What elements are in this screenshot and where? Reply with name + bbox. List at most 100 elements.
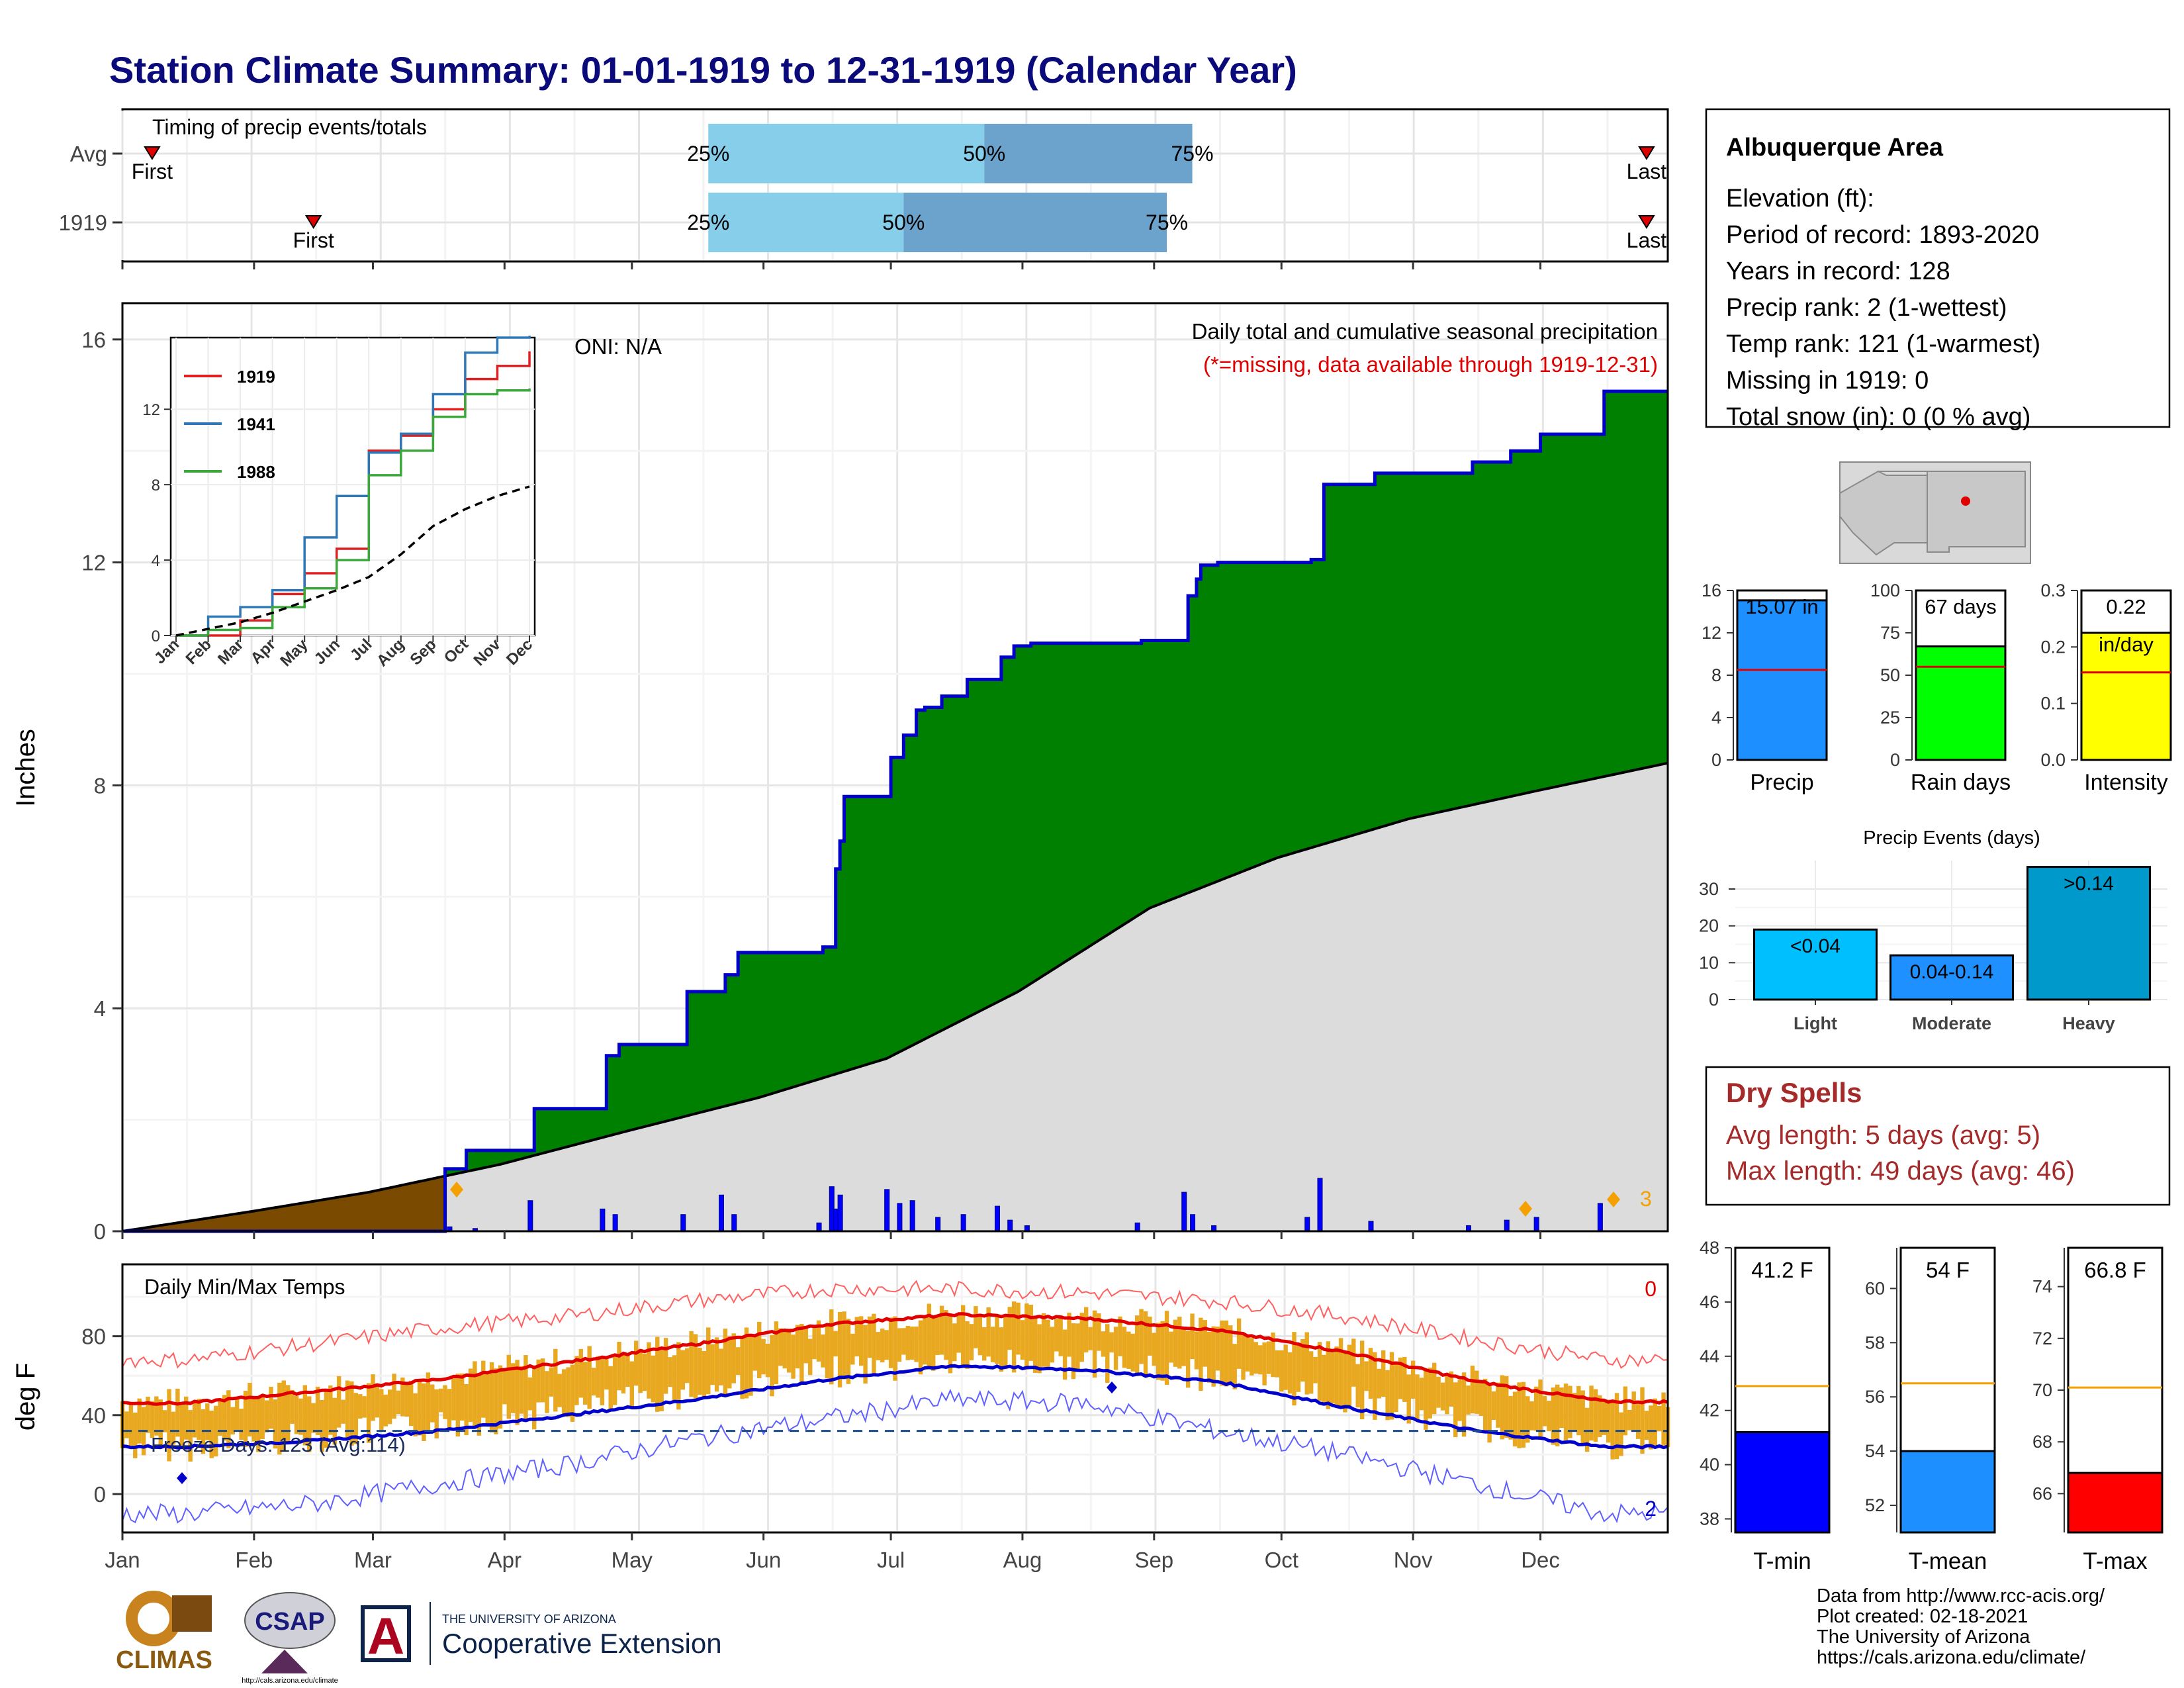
daily-temp-bar bbox=[1525, 1396, 1530, 1443]
daily-temp-bar bbox=[1050, 1327, 1055, 1363]
daily-temp-bar bbox=[1330, 1352, 1335, 1403]
inset-ytick: 12 bbox=[142, 401, 160, 419]
daily-temp-bar bbox=[952, 1323, 957, 1362]
events-bar-light bbox=[1753, 928, 1878, 1001]
daily-temp-bar bbox=[1037, 1324, 1042, 1374]
events-ytick: 30 bbox=[1699, 879, 1719, 899]
daily-temp-bar bbox=[752, 1335, 758, 1371]
daily-temp-bar bbox=[1533, 1386, 1539, 1431]
daily-temp-bar bbox=[1373, 1352, 1377, 1420]
mini-bar-unit: in/day bbox=[2099, 633, 2154, 656]
daily-temp-bar bbox=[324, 1389, 329, 1448]
daily-temp-bar bbox=[1627, 1409, 1632, 1430]
precip-ytick: 12 bbox=[81, 551, 106, 575]
daily-temp-bar bbox=[1512, 1391, 1518, 1447]
daily-temp-bar bbox=[451, 1377, 456, 1421]
daily-precip-bar bbox=[731, 1214, 737, 1232]
daily-temp-bar bbox=[248, 1383, 252, 1436]
month-axis: Jan Feb Mar Apr May Jun Jul Aug Sep Oct Nov Dec bbox=[105, 1532, 1560, 1572]
daily-temp-bar bbox=[774, 1321, 779, 1385]
record-low-marker bbox=[177, 1472, 187, 1484]
daily-temp-bar bbox=[842, 1311, 846, 1380]
daily-temp-bar bbox=[1568, 1385, 1572, 1438]
daily-temp-bar bbox=[642, 1353, 647, 1391]
daily-precip-bar bbox=[1597, 1203, 1603, 1232]
daily-temp-bar bbox=[727, 1336, 732, 1389]
daily-temp-bar bbox=[1449, 1371, 1454, 1407]
info-frame bbox=[1705, 108, 2171, 428]
arizona-shape bbox=[1839, 470, 1928, 556]
daily-temp-bar bbox=[999, 1327, 1004, 1372]
ua-small-text: THE UNIVERSITY OF ARIZONA bbox=[442, 1613, 616, 1626]
mini-bar-name: Rain days bbox=[1911, 770, 2011, 795]
daily-temp-bar bbox=[1109, 1332, 1114, 1353]
precip-ytick: 0 bbox=[94, 1219, 106, 1244]
info-line: Temp rank: 121 (1-warmest) bbox=[1726, 330, 2040, 358]
daily-temp-bar bbox=[409, 1380, 414, 1427]
daily-temp-bar bbox=[353, 1393, 359, 1444]
daily-temp-bar bbox=[931, 1318, 936, 1371]
daily-temp-bar bbox=[612, 1354, 617, 1405]
daily-temp-bar bbox=[1271, 1333, 1275, 1378]
mini-bar-ytick: 0.3 bbox=[2040, 581, 2066, 600]
temp-bar-value: 66.8 F bbox=[2084, 1258, 2146, 1282]
daily-temp-bar bbox=[884, 1330, 889, 1360]
daily-temp-bar bbox=[825, 1324, 830, 1379]
ua-big-text: Cooperative Extension bbox=[442, 1628, 722, 1659]
daily-temp-bar bbox=[277, 1382, 282, 1455]
daily-temp-bar bbox=[1088, 1327, 1093, 1350]
daily-temp-bar bbox=[1113, 1327, 1118, 1370]
daily-temp-bar bbox=[188, 1410, 193, 1462]
daily-temp-bar bbox=[778, 1328, 783, 1366]
footer: CLIMAS CSAP http://cals.arizona.edu/clim… bbox=[116, 1585, 2105, 1685]
daily-temp-bar bbox=[459, 1373, 465, 1421]
daily-temp-bar bbox=[269, 1386, 273, 1429]
inset-ytick: 0 bbox=[152, 628, 160, 645]
info-line: Total snow (in): 0 (0 % avg) bbox=[1726, 403, 2030, 431]
daily-temp-bar bbox=[332, 1397, 337, 1445]
temp-bar-ytick: 46 bbox=[1700, 1292, 1719, 1312]
precip-ytick: 4 bbox=[94, 996, 106, 1021]
daily-temp-bar bbox=[341, 1399, 345, 1424]
daily-temp-bar bbox=[1134, 1315, 1140, 1376]
daily-temp-bar bbox=[1071, 1323, 1076, 1380]
freeze-days: Freeze Days: 123 (Avg:114) bbox=[151, 1433, 406, 1456]
daily-temp-bar bbox=[1343, 1352, 1347, 1413]
daily-temp-bar bbox=[1046, 1319, 1050, 1368]
daily-temp-bar bbox=[315, 1386, 320, 1435]
month-label: Oct bbox=[1265, 1548, 1298, 1572]
info-line: Elevation (ft): bbox=[1726, 185, 1874, 212]
inset-legend-label: 1919 bbox=[237, 367, 275, 387]
daily-temp-bar bbox=[710, 1344, 715, 1385]
daily-temp-bar bbox=[387, 1389, 392, 1425]
ua-block-a-icon: A bbox=[367, 1607, 404, 1665]
daily-temp-bar bbox=[698, 1347, 702, 1395]
daily-temp-bar bbox=[1428, 1368, 1432, 1419]
ua-block-a-outline bbox=[361, 1605, 411, 1662]
month-label: Aug bbox=[1003, 1548, 1042, 1572]
daily-temp-bar bbox=[1394, 1362, 1398, 1413]
temp-bar-t-mean bbox=[1899, 1450, 1996, 1534]
info-line: Missing in 1919: 0 bbox=[1726, 367, 1929, 395]
daily-temp-bar bbox=[799, 1323, 804, 1382]
daily-temp-bar bbox=[578, 1348, 584, 1398]
info-line: Period of record: 1893-2020 bbox=[1726, 221, 2039, 249]
timing-p50: 50% bbox=[963, 142, 1005, 165]
timing-p75: 75% bbox=[1146, 211, 1188, 234]
daily-temp-bar bbox=[583, 1362, 588, 1405]
month-label: Dec bbox=[1521, 1548, 1560, 1572]
daily-temp-bar bbox=[1602, 1401, 1606, 1435]
footer-credit-line: Plot created: 02-18-2021 bbox=[1817, 1606, 2028, 1627]
daily-temp-bar bbox=[897, 1328, 902, 1362]
daily-temp-bar bbox=[1355, 1364, 1360, 1408]
daily-temp-bar bbox=[1576, 1385, 1581, 1436]
marker bbox=[1607, 1192, 1620, 1207]
daily-temp-bar bbox=[1635, 1400, 1641, 1439]
daily-temp-bar bbox=[625, 1354, 630, 1387]
daily-temp-bar bbox=[1308, 1351, 1314, 1394]
temp-ytick: 80 bbox=[81, 1325, 106, 1349]
daily-temp-bar bbox=[154, 1396, 159, 1436]
inset-ytick: 8 bbox=[152, 477, 160, 494]
footer-credit-line: The University of Arizona bbox=[1817, 1626, 2030, 1648]
